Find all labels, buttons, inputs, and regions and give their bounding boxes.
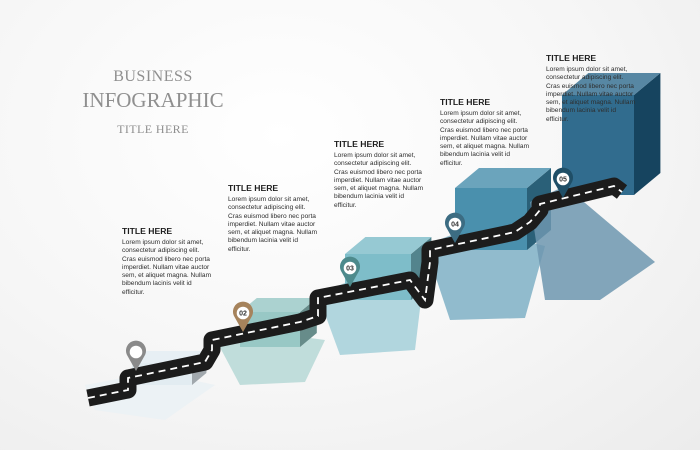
infographic-title: BUSINESS INFOGRAPHIC TITLE HERE <box>78 68 228 137</box>
title-line-infographic: INFOGRAPHIC <box>82 88 224 112</box>
step-5-text: TITLE HERE Lorem ipsum dolor sit amet, c… <box>546 53 636 124</box>
step-4-pin: 04 <box>445 212 465 243</box>
step-5-body: Lorem ipsum dolor sit amet, consectetur … <box>546 66 636 123</box>
step-2-title: TITLE HERE <box>228 183 279 193</box>
step-4-top <box>455 168 551 188</box>
step-5-block <box>530 73 661 300</box>
step-4-text: TITLE HERE Lorem ipsum dolor sit amet, c… <box>440 97 530 168</box>
step-1-body: Lorem ipsum dolor sit amet, consectetur … <box>122 239 212 296</box>
step-5-floor <box>530 186 655 300</box>
step-5-front <box>562 95 634 195</box>
step-3-title: TITLE HERE <box>334 139 385 149</box>
road-center-line <box>87 185 623 399</box>
pin-badge <box>448 217 462 231</box>
pin-badge <box>129 345 143 359</box>
title-line-subtitle: TITLE HERE <box>117 122 189 136</box>
step-1-title: TITLE HERE <box>122 226 173 236</box>
step-3-number: 03 <box>346 265 354 272</box>
step-3-body: Lorem ipsum dolor sit amet, consectetur … <box>334 152 424 209</box>
step-3-text: TITLE HERE Lorem ipsum dolor sit amet, c… <box>334 139 424 210</box>
step-2-top <box>240 298 317 312</box>
pin-badge <box>556 172 570 186</box>
pin-badge <box>236 306 250 320</box>
step-3-top <box>345 237 432 254</box>
step-4-body: Lorem ipsum dolor sit amet, consectetur … <box>440 110 530 167</box>
step-2-number: 02 <box>239 310 247 317</box>
step-3-pin: 03 <box>340 256 360 287</box>
step-5-pin: 05 <box>553 167 573 198</box>
step-2-pin: 02 <box>233 301 253 332</box>
step-2-text: TITLE HERE Lorem ipsum dolor sit amet, c… <box>228 183 318 254</box>
step-5-title: TITLE HERE <box>546 53 597 63</box>
step-1-pin <box>125 340 146 371</box>
step-5-top <box>562 73 661 95</box>
step-2-body: Lorem ipsum dolor sit amet, consectetur … <box>228 196 318 253</box>
step-1-text: TITLE HERE Lorem ipsum dolor sit amet, c… <box>122 226 212 297</box>
step-4-title: TITLE HERE <box>440 97 491 107</box>
pin-badge <box>343 261 357 275</box>
step-5-side <box>634 73 661 195</box>
step-4-number: 04 <box>451 221 459 228</box>
step-5-number: 05 <box>559 176 567 183</box>
title-line-business: BUSINESS <box>113 68 193 85</box>
